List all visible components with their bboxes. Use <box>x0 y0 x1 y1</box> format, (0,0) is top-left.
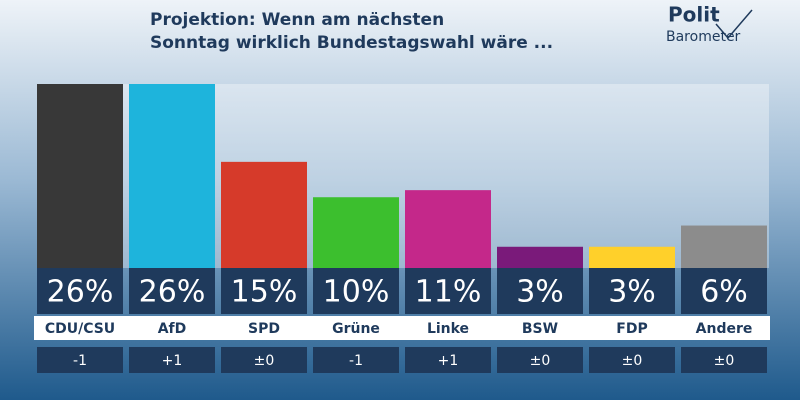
category-label: Andere <box>696 321 753 337</box>
change-cell <box>37 347 123 373</box>
value-label: 3% <box>516 275 564 310</box>
value-label: 15% <box>231 275 298 310</box>
change-cell <box>405 347 491 373</box>
chart-title: Sonntag wirklich Bundestagswahl wäre ... <box>150 33 553 53</box>
bar <box>37 84 123 268</box>
value-label: 26% <box>47 275 114 310</box>
category-label: AfD <box>158 321 187 337</box>
value-label: 11% <box>415 275 482 310</box>
category-label: Grüne <box>332 321 380 337</box>
bar <box>405 190 491 268</box>
value-cell <box>681 268 767 314</box>
value-cell <box>129 268 215 314</box>
category-label: FDP <box>616 321 647 337</box>
change-cell <box>313 347 399 373</box>
bar <box>221 161 307 268</box>
name-cell <box>494 316 586 340</box>
name-cell <box>310 316 402 340</box>
bar <box>129 84 215 268</box>
logo-check <box>715 9 753 40</box>
change-label: -1 <box>349 353 363 369</box>
value-cell <box>313 268 399 314</box>
category-label: SPD <box>248 321 280 337</box>
value-cell <box>37 268 123 314</box>
change-label: ±0 <box>622 353 643 369</box>
change-label: +1 <box>438 353 459 369</box>
value-label: 26% <box>139 275 206 310</box>
change-label: -1 <box>73 353 87 369</box>
change-label: ±0 <box>714 353 735 369</box>
bar <box>681 225 767 268</box>
change-label: ±0 <box>530 353 551 369</box>
value-label: 10% <box>323 275 390 310</box>
change-cell <box>221 347 307 373</box>
value-cell <box>497 268 583 314</box>
value-cell <box>589 268 675 314</box>
category-label: BSW <box>522 321 558 337</box>
value-cell <box>405 268 491 314</box>
name-cell <box>126 316 218 340</box>
name-cell <box>34 316 126 340</box>
bar <box>313 197 399 268</box>
name-cell <box>678 316 770 340</box>
change-cell <box>681 347 767 373</box>
change-cell <box>589 347 675 373</box>
change-cell <box>129 347 215 373</box>
name-cell <box>218 316 310 340</box>
value-label: 3% <box>608 275 656 310</box>
change-label: +1 <box>162 353 183 369</box>
logo: Barometer <box>666 29 741 45</box>
bar <box>589 246 675 268</box>
bar <box>497 246 583 268</box>
value-cell <box>221 268 307 314</box>
value-label: 6% <box>700 275 748 310</box>
category-label: CDU/CSU <box>45 321 115 337</box>
change-label: ±0 <box>254 353 275 369</box>
chart-title: Projektion: Wenn am nächsten <box>150 10 444 30</box>
name-cell <box>402 316 494 340</box>
name-cell <box>586 316 678 340</box>
category-label: Linke <box>427 321 469 337</box>
logo: Polit <box>668 3 720 27</box>
change-cell <box>497 347 583 373</box>
